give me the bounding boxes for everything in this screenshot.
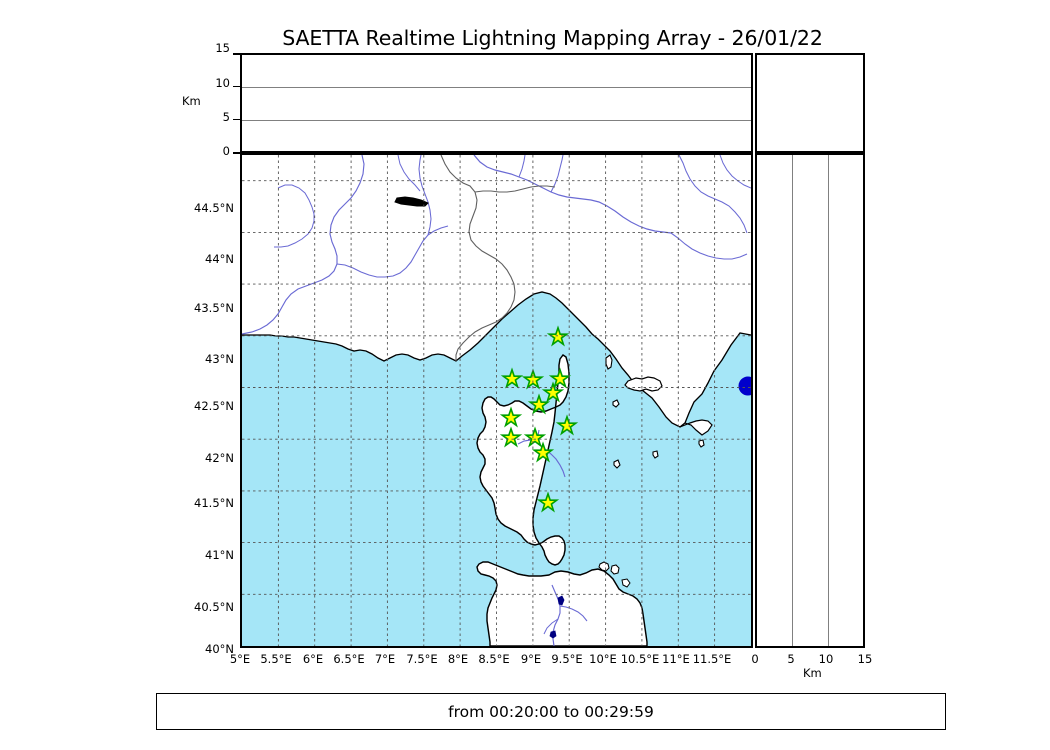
island-sardinia-islet-a	[621, 578, 631, 588]
map-xtick-8: 8°E	[447, 652, 469, 666]
top-panel-ytick-15: 15	[215, 41, 230, 55]
top-panel-gridline-10	[242, 87, 751, 89]
map-xtick-9-5: 9.5°E	[551, 652, 583, 666]
map-ytick-42-5: 42.5°N	[194, 399, 234, 413]
map-xtick-11-5: 11.5°E	[692, 652, 732, 666]
map-xtick-10: 10°E	[589, 652, 617, 666]
map-xtick-5-5: 5.5°E	[260, 652, 292, 666]
right-panel-gridline-5	[792, 155, 794, 646]
top-panel-ytick-10: 10	[215, 76, 230, 90]
border-italy-switzerland	[474, 185, 556, 193]
island-maddalena	[598, 561, 610, 572]
station-dot-marker	[738, 376, 751, 396]
river-po-branch-a	[518, 155, 526, 178]
river-arno	[670, 232, 748, 260]
island-gorgona	[612, 399, 620, 408]
panel-altitude-vs-latitude[interactable]	[755, 153, 865, 648]
map-xtick-7-5: 7.5°E	[406, 652, 438, 666]
map-gridlines	[242, 155, 751, 646]
river-po-branch-b	[550, 155, 564, 193]
island-capraia	[605, 354, 613, 370]
map-ytick-41: 41°N	[205, 548, 234, 562]
map-xtick-10-5: 10.5°E	[620, 652, 660, 666]
map-xtick-6-5: 6.5°E	[333, 652, 365, 666]
map-xtick-9: 9°E	[520, 652, 542, 666]
right-panel-xtick-5: 5	[787, 652, 795, 666]
river-alps-a	[274, 184, 315, 248]
island-pianosa	[613, 459, 621, 469]
top-panel-gridline-5	[242, 119, 751, 121]
river-italy-ne	[719, 155, 751, 189]
map-ytick-43-5: 43.5°N	[194, 301, 234, 315]
island-giglio	[698, 439, 705, 448]
island-montecristo	[652, 450, 659, 459]
panel-map[interactable]	[240, 153, 753, 648]
time-range-text: from 00:20:00 to 00:29:59	[448, 702, 654, 721]
map-ytick-40: 40°N	[205, 642, 234, 656]
map-ytick-44-5: 44.5°N	[194, 201, 234, 215]
panel-corner-empty[interactable]	[755, 53, 865, 153]
top-panel-tickmark-0	[233, 152, 240, 154]
map-xtick-7: 7°E	[374, 652, 396, 666]
map-ytick-42: 42°N	[205, 451, 234, 465]
top-panel-tickmark-10	[233, 86, 240, 87]
river-var	[418, 155, 432, 236]
map-xtick-5: 5°E	[229, 652, 251, 666]
lake-geneva	[394, 196, 429, 207]
time-range-status-box: from 00:20:00 to 00:29:59	[156, 693, 946, 730]
river-rhone	[242, 155, 365, 335]
river-italy-east	[678, 155, 748, 234]
map-ytick-44: 44°N	[205, 252, 234, 266]
river-durance	[336, 225, 449, 278]
top-panel-ytick-0: 0	[222, 144, 230, 158]
top-panel-ytick-5: 5	[222, 110, 230, 124]
right-panel-xtick-15: 15	[857, 652, 873, 666]
island-caprera	[610, 564, 620, 575]
top-panel-axis-label-km: Km	[182, 94, 201, 108]
lake-sardinia-coghinas	[557, 595, 565, 606]
map-ytick-41-5: 41.5°N	[194, 496, 234, 510]
border-france-italy	[440, 155, 516, 361]
map-ytick-40-5: 40.5°N	[194, 600, 234, 614]
panel-altitude-vs-longitude[interactable]	[240, 53, 753, 153]
river-sardinia-branch	[543, 618, 559, 635]
map-canvas	[242, 155, 751, 646]
map-xtick-8-5: 8.5°E	[478, 652, 510, 666]
map-ytick-43: 43°N	[205, 352, 234, 366]
lake-sardinia-south	[549, 630, 557, 639]
right-panel-xtick-0: 0	[751, 652, 759, 666]
coastline-tuscany-inlet	[679, 419, 713, 436]
right-panel-axis-label-km: Km	[803, 666, 822, 680]
map-svg	[242, 155, 751, 646]
river-sardinia-tirso	[559, 605, 588, 622]
top-panel-tickmark-15	[233, 53, 240, 55]
right-panel-gridline-10	[827, 155, 829, 646]
river-po	[473, 155, 672, 234]
top-panel-tickmark-5	[233, 119, 240, 120]
coastline-france-italy	[242, 291, 751, 428]
river-arve	[397, 155, 421, 192]
map-xtick-11: 11°E	[662, 652, 690, 666]
page-title: SAETTA Realtime Lightning Mapping Array …	[282, 26, 823, 50]
right-panel-xtick-10: 10	[818, 652, 834, 666]
map-xtick-6: 6°E	[302, 652, 324, 666]
